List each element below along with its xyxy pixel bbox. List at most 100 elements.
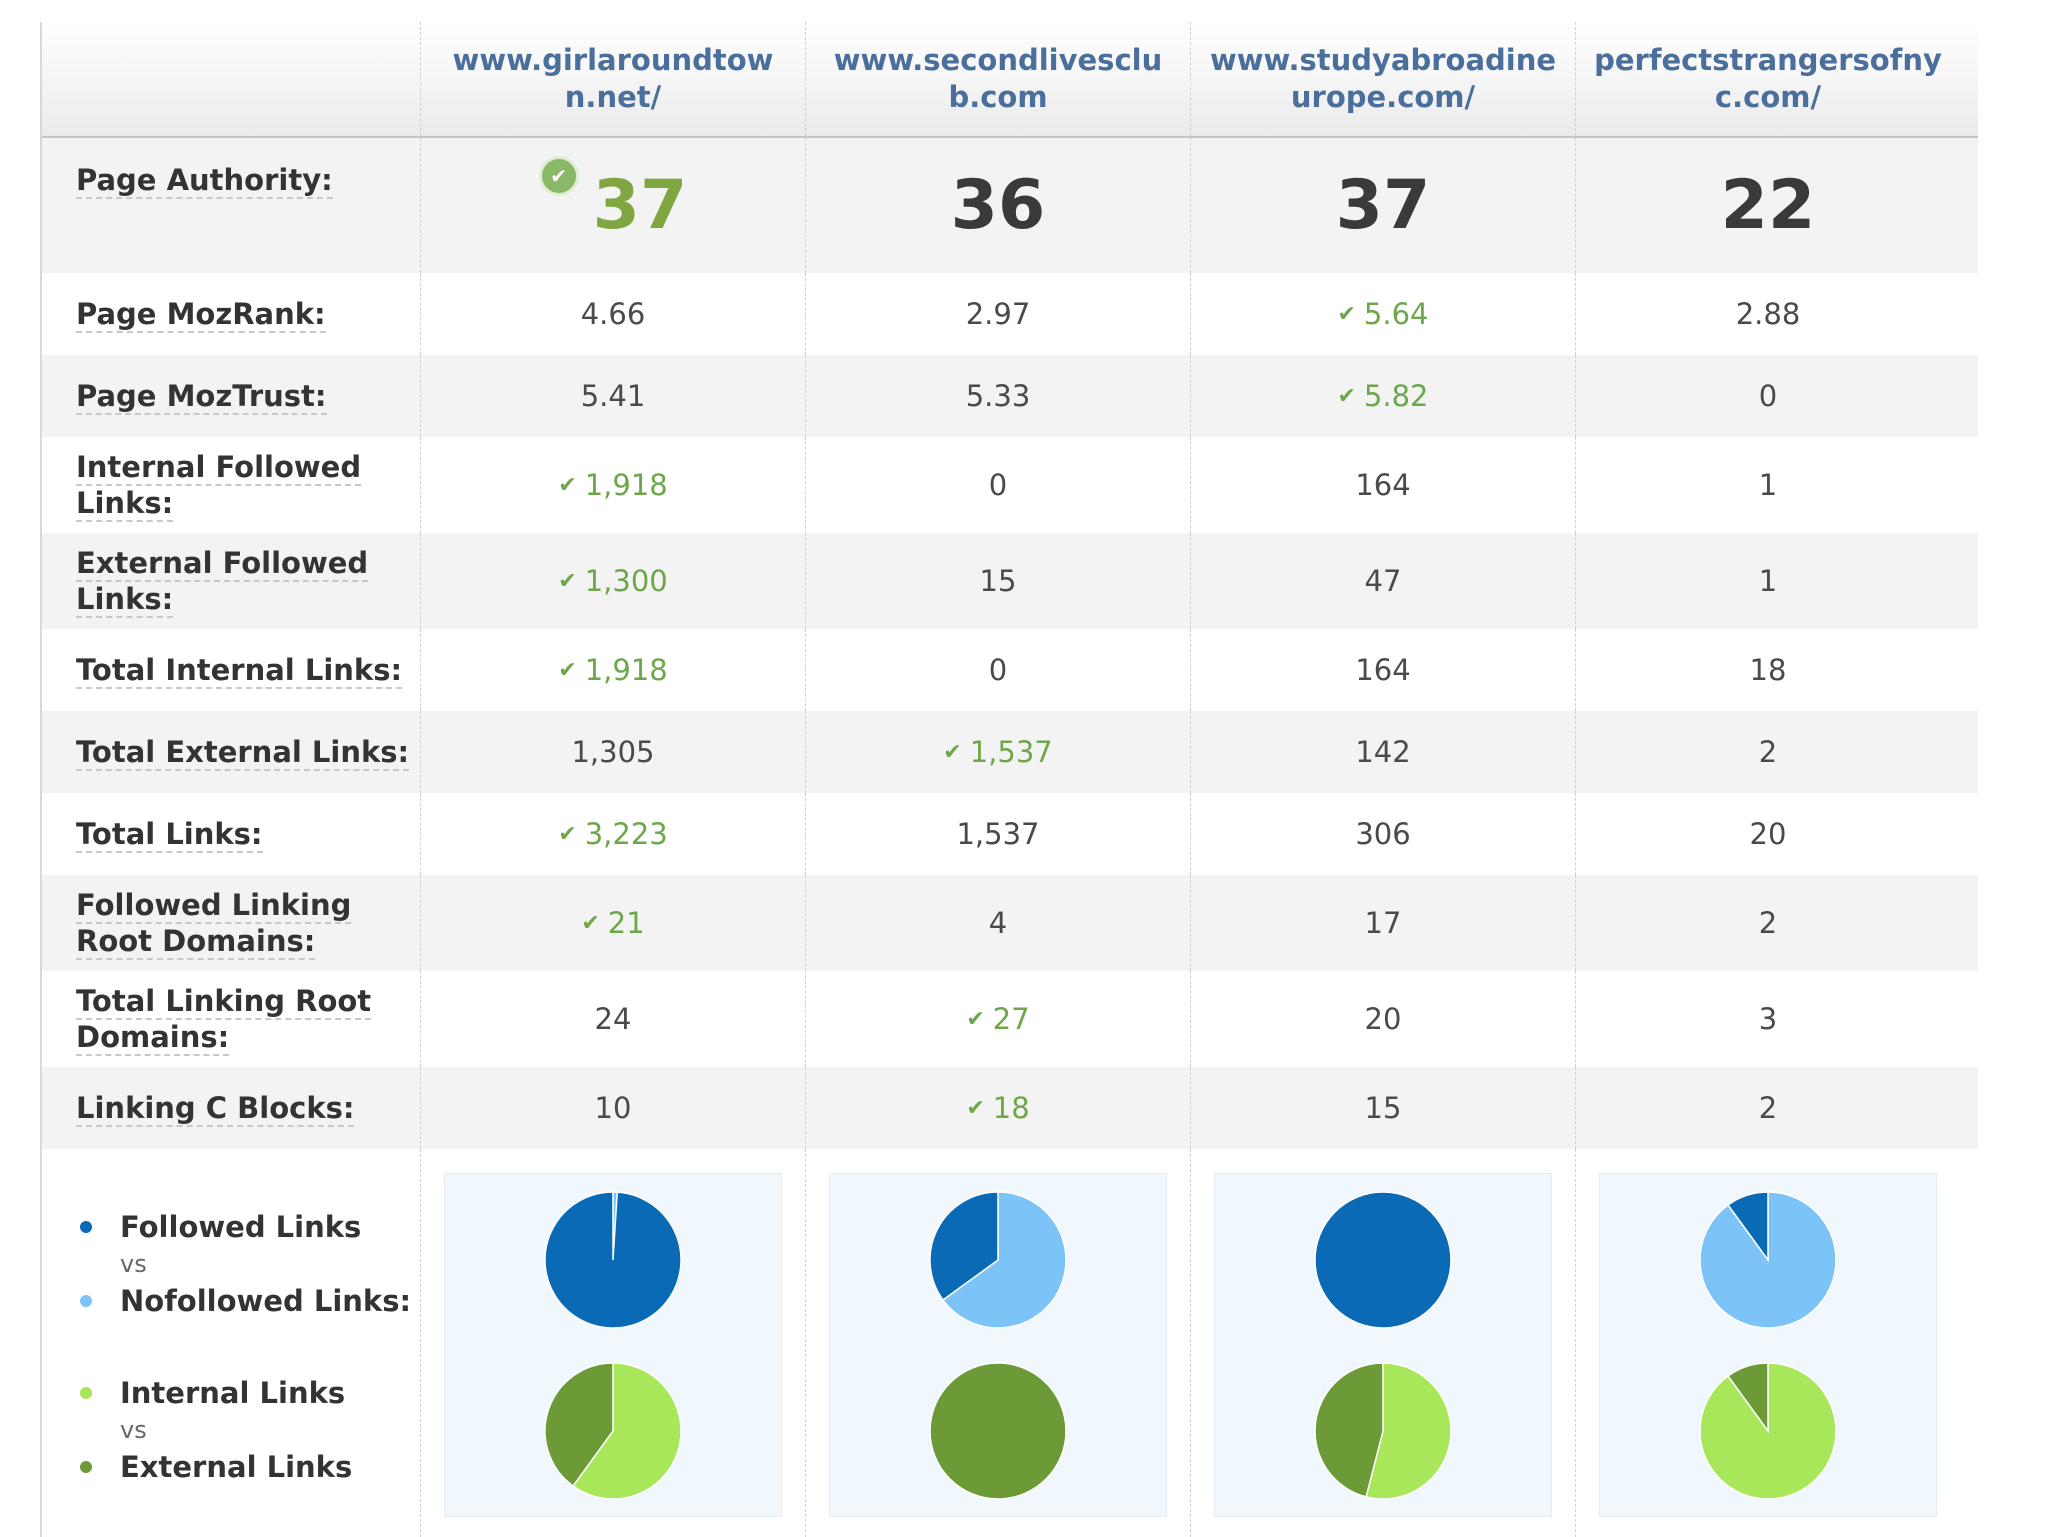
pie-chart-row: Followed Links vs Nofollowed Links: Inte… [42, 1149, 1978, 1537]
metric-label: Linking C Blocks: [42, 1090, 420, 1127]
page-authority-value: 22 [1720, 166, 1816, 245]
metric-value: 3,223 [584, 817, 668, 851]
pie-cell [1190, 1149, 1575, 1537]
pie-slice-internal [571, 1361, 682, 1500]
metric-value: 21 [607, 906, 645, 940]
site-link[interactable]: www.studyabroadineurope.com/ [1209, 43, 1557, 114]
metric-value-cell: 142 [1190, 711, 1575, 793]
page-authority-value: 37 [592, 166, 688, 245]
followed-dot-icon [80, 1221, 92, 1233]
metric-value-cell: 24 [420, 971, 805, 1067]
nofollowed-dot-icon [80, 1295, 92, 1307]
winner-check-icon: ✔ [558, 568, 577, 594]
pie-chart [1699, 1190, 1837, 1329]
metric-row: Total Links: ✔ 3,223 1,537 306 20 [42, 793, 1978, 875]
metric-value-cell: 0 [805, 437, 1190, 533]
metric-value-cell: 20 [1575, 793, 1960, 875]
metric-value: 5.64 [1363, 297, 1429, 331]
legend-item-internal: Internal Links [76, 1375, 420, 1411]
metric-value: 24 [594, 1002, 632, 1036]
legend-item-nofollowed: Nofollowed Links: [76, 1283, 420, 1319]
site-header[interactable]: perfectstrangersofnyc.com/ [1575, 22, 1960, 136]
metric-value-cell: 4.66 [420, 273, 805, 355]
header-corner [42, 22, 420, 136]
pie-cell [805, 1149, 1190, 1537]
pie-cell [420, 1149, 805, 1537]
legend-external-label: External Links [120, 1450, 353, 1484]
metric-value: 27 [992, 1002, 1030, 1036]
metric-value-cell: 1,305 [420, 711, 805, 793]
metric-row: Total Linking Root Domains: 24 ✔ 27 20 3 [42, 971, 1978, 1067]
metric-value: 5.33 [965, 379, 1031, 413]
metric-row: Internal Followed Links: ✔ 1,918 0 164 1 [42, 437, 1978, 533]
metric-value-cell: ✔ 1,537 [805, 711, 1190, 793]
legend-item-followed: Followed Links [76, 1209, 420, 1245]
pie-chart-box [1214, 1173, 1552, 1517]
metric-value: 142 [1355, 735, 1411, 769]
pie-slice-followed [544, 1190, 682, 1329]
winner-check-icon: ✔ [1337, 301, 1356, 327]
pie-slice-external [1314, 1361, 1384, 1498]
metric-label: Total Linking Root Domains: [42, 983, 420, 1056]
site-header[interactable]: www.girlaroundtown.net/ [420, 22, 805, 136]
header-row: www.girlaroundtown.net/ www.secondlivesc… [42, 22, 1978, 138]
comparison-table: www.girlaroundtown.net/ www.secondlivesc… [40, 22, 1978, 1537]
winner-badge-icon: ✔ [538, 156, 579, 196]
metric-value: 2.88 [1735, 297, 1801, 331]
metric-value-cell: 3 [1575, 971, 1960, 1067]
metric-value: 18 [992, 1091, 1030, 1125]
site-header[interactable]: www.studyabroadineurope.com/ [1190, 22, 1575, 136]
metric-value-cell: 5.41 [420, 355, 805, 437]
page-authority-cell: 22 [1575, 138, 1960, 273]
metric-value-cell: ✔ 1,300 [420, 533, 805, 629]
site-link[interactable]: www.girlaroundtown.net/ [452, 43, 774, 114]
metric-value-cell: 18 [1575, 629, 1960, 711]
metric-label-text: Page MozTrust: [76, 379, 327, 415]
metric-value: 10 [594, 1091, 632, 1125]
internal-dot-icon [80, 1387, 92, 1399]
legend-followed-label: Followed Links [120, 1210, 362, 1244]
metric-row: Page MozTrust: 5.41 5.33 ✔ 5.82 0 [42, 355, 1978, 437]
metric-value: 1,918 [584, 653, 668, 687]
metric-value-cell: 47 [1190, 533, 1575, 629]
pie-chart [929, 1361, 1067, 1500]
site-link[interactable]: www.secondlivesclub.com [833, 43, 1163, 114]
winner-check-icon: ✔ [558, 657, 577, 683]
metric-label-text: Total Internal Links: [76, 653, 403, 689]
page-authority-cell: ✔ 37 [420, 138, 805, 273]
metric-value-cell: 4 [805, 875, 1190, 971]
metric-value: 164 [1355, 653, 1411, 687]
page-authority-value: 36 [950, 166, 1046, 245]
metric-label: Internal Followed Links: [42, 449, 420, 522]
metric-label-text: External Followed Links: [76, 546, 369, 618]
pie-slice-followed [1314, 1190, 1452, 1329]
pie-chart [1699, 1361, 1837, 1500]
metric-value: 1,305 [571, 735, 655, 769]
site-header[interactable]: www.secondlivesclub.com [805, 22, 1190, 136]
site-link[interactable]: perfectstrangersofnyc.com/ [1594, 43, 1942, 114]
metric-value: 1,300 [584, 564, 668, 598]
metric-value-cell: 1,537 [805, 793, 1190, 875]
metric-value-cell: ✔ 3,223 [420, 793, 805, 875]
metric-value: 4 [988, 906, 1008, 940]
pie-chart [1314, 1190, 1452, 1329]
metric-value-cell: ✔ 5.64 [1190, 273, 1575, 355]
pie-cell [1575, 1149, 1960, 1537]
pie-slice-nofollowed [941, 1190, 1067, 1329]
metric-value: 0 [988, 468, 1008, 502]
metric-value: 1,537 [969, 735, 1053, 769]
pie-chart-box [1599, 1173, 1937, 1517]
pie-chart [544, 1361, 682, 1500]
metric-value: 1 [1758, 564, 1778, 598]
legend-item-external: External Links [76, 1449, 420, 1485]
metric-row: Linking C Blocks: 10 ✔ 18 15 2 [42, 1067, 1978, 1149]
metric-label: Total External Links: [42, 734, 420, 771]
pie-slice-followed [1726, 1190, 1769, 1262]
metric-value: 20 [1364, 1002, 1402, 1036]
legend-vs: vs [120, 1416, 147, 1444]
metric-value-cell: 1 [1575, 437, 1960, 533]
metric-value-cell: ✔ 1,918 [420, 629, 805, 711]
pie-slice-internal [1365, 1361, 1452, 1500]
winner-check-icon: ✔ [943, 739, 962, 765]
metric-label-text: Total External Links: [76, 735, 410, 771]
